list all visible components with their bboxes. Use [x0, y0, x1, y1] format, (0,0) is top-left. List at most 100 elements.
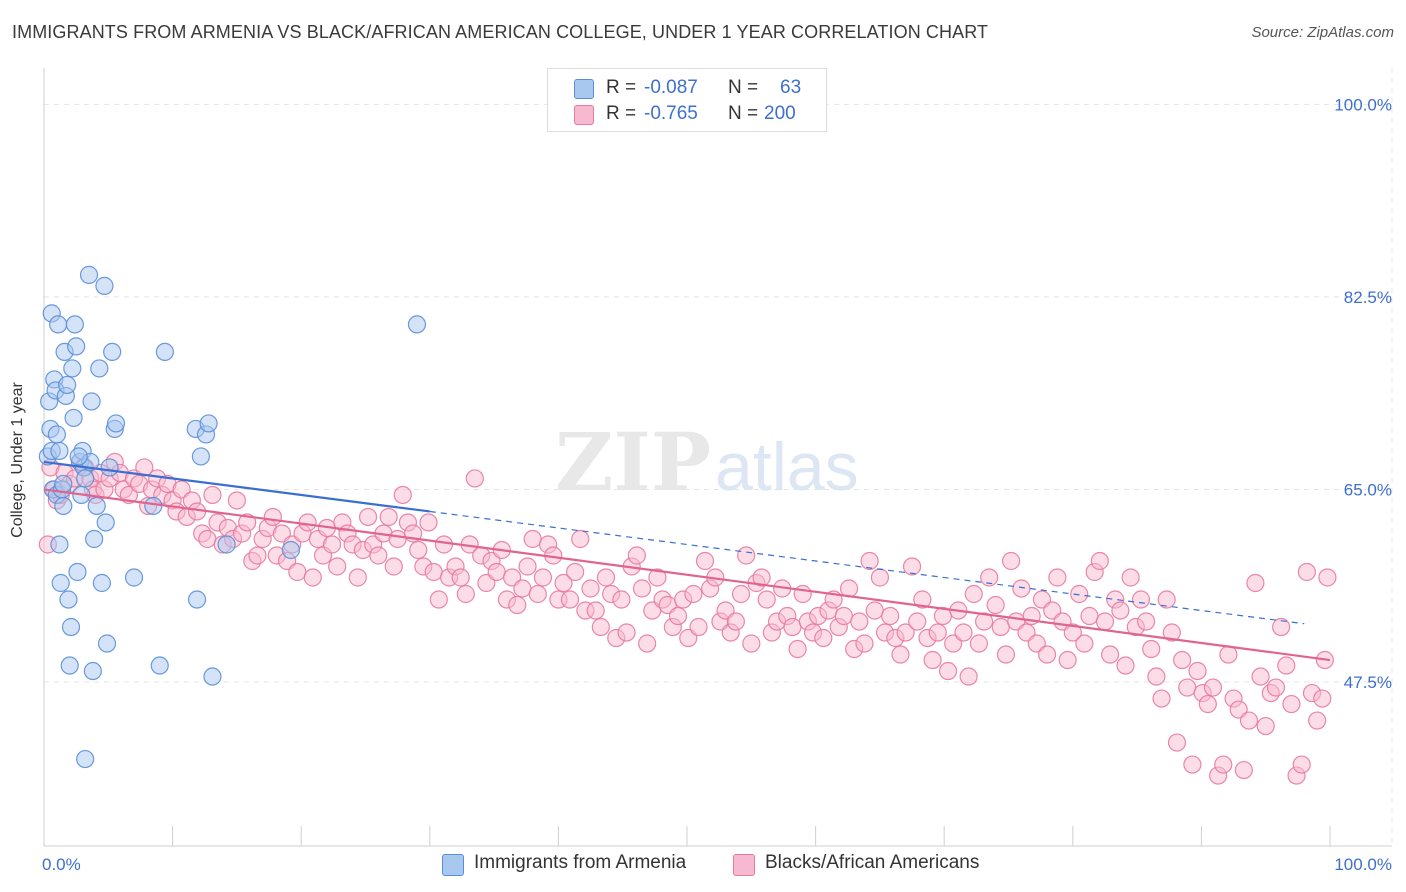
point-blacks: [648, 568, 667, 587]
point-armenia: [69, 447, 88, 466]
point-armenia: [187, 590, 207, 609]
legend-n-value: 63: [780, 77, 802, 98]
point-blacks: [902, 557, 922, 576]
point-blacks: [1313, 689, 1332, 708]
point-blacks: [451, 568, 470, 587]
point-blacks: [322, 535, 342, 554]
point-blacks: [409, 540, 428, 560]
point-blacks: [523, 529, 542, 549]
trend-line-armenia: [43, 460, 430, 513]
point-blacks: [1167, 733, 1187, 752]
point-armenia: [61, 617, 81, 637]
point-armenia: [59, 590, 78, 609]
point-blacks: [1272, 617, 1291, 637]
point-blacks: [612, 590, 631, 609]
source-credit: Source: ZipAtlas.com: [1251, 24, 1394, 41]
point-blacks: [752, 568, 771, 587]
point-blacks: [263, 507, 283, 527]
point-blacks: [379, 507, 398, 527]
point-blacks: [424, 562, 443, 582]
point-armenia: [155, 342, 174, 362]
watermark: ZIP atlas: [555, 415, 859, 509]
point-armenia: [76, 469, 95, 488]
point-blacks: [358, 507, 378, 527]
x-tick-label-max: 100.0%: [1334, 855, 1392, 874]
point-armenia: [76, 749, 95, 769]
legend-label-armenia: Immigrants from Armenia: [474, 852, 687, 873]
point-armenia: [82, 392, 101, 411]
point-blacks: [1075, 634, 1094, 653]
point-blacks: [508, 595, 527, 615]
point-blacks: [384, 557, 403, 576]
point-armenia: [95, 276, 114, 295]
point-blacks: [632, 579, 652, 598]
trend-lines: [43, 460, 1331, 662]
point-blacks: [1131, 590, 1151, 609]
point-blacks: [617, 623, 636, 642]
point-blacks: [1095, 612, 1115, 631]
point-blacks: [1111, 601, 1130, 620]
point-armenia: [191, 447, 210, 466]
point-blacks: [298, 513, 317, 532]
point-blacks: [591, 617, 610, 637]
point-blacks: [881, 606, 900, 626]
point-blacks: [566, 562, 585, 582]
point-armenia: [54, 474, 73, 494]
point-armenia: [47, 425, 66, 444]
point-armenia: [92, 573, 111, 593]
point-blacks: [1239, 711, 1259, 730]
point-blacks: [1157, 590, 1176, 609]
point-blacks: [1100, 645, 1120, 664]
point-blacks: [288, 562, 307, 582]
point-blacks: [533, 568, 553, 587]
point-armenia: [100, 458, 119, 477]
point-blacks: [891, 645, 910, 664]
x-tick-label-min: 0.0%: [42, 855, 81, 874]
point-armenia: [50, 535, 69, 554]
point-blacks: [135, 458, 154, 477]
point-blacks: [248, 546, 267, 565]
point-armenia: [63, 359, 82, 378]
point-blacks: [855, 634, 874, 653]
point-blacks: [1001, 551, 1021, 571]
series-armenia-points: [38, 265, 427, 769]
point-blacks: [788, 639, 807, 659]
point-blacks: [1292, 755, 1311, 774]
point-blacks: [1147, 667, 1166, 686]
point-blacks: [554, 573, 573, 593]
point-blacks: [1234, 760, 1253, 780]
point-blacks: [928, 623, 947, 642]
point-blacks: [1277, 656, 1296, 675]
point-armenia: [68, 562, 87, 582]
point-blacks: [596, 568, 616, 587]
legend-swatch-pink: [574, 105, 594, 125]
point-blacks: [1188, 661, 1207, 681]
point-blacks: [1246, 573, 1265, 593]
y-tick-label: 47.5%: [1344, 673, 1392, 692]
point-blacks: [954, 623, 973, 642]
point-armenia: [217, 535, 236, 554]
watermark-atlas: atlas: [715, 429, 859, 505]
point-blacks: [996, 645, 1016, 664]
point-blacks: [793, 584, 812, 604]
point-blacks: [865, 601, 884, 620]
point-blacks: [850, 612, 869, 631]
point-blacks: [1308, 711, 1327, 730]
point-blacks: [627, 546, 646, 565]
y-tick-label: 100.0%: [1334, 95, 1392, 114]
point-blacks: [1297, 562, 1316, 582]
point-armenia: [87, 496, 106, 516]
point-blacks: [1251, 667, 1270, 686]
point-blacks: [1121, 568, 1140, 587]
legend-n-label: N =: [728, 77, 759, 98]
point-blacks: [1142, 639, 1161, 659]
point-armenia: [54, 496, 73, 516]
point-blacks: [1152, 689, 1171, 708]
point-blacks: [518, 557, 537, 576]
point-armenia: [50, 441, 69, 461]
legend-n-value: 200: [764, 103, 796, 124]
point-blacks: [969, 634, 989, 653]
point-armenia: [281, 540, 301, 560]
point-armenia: [65, 315, 84, 334]
